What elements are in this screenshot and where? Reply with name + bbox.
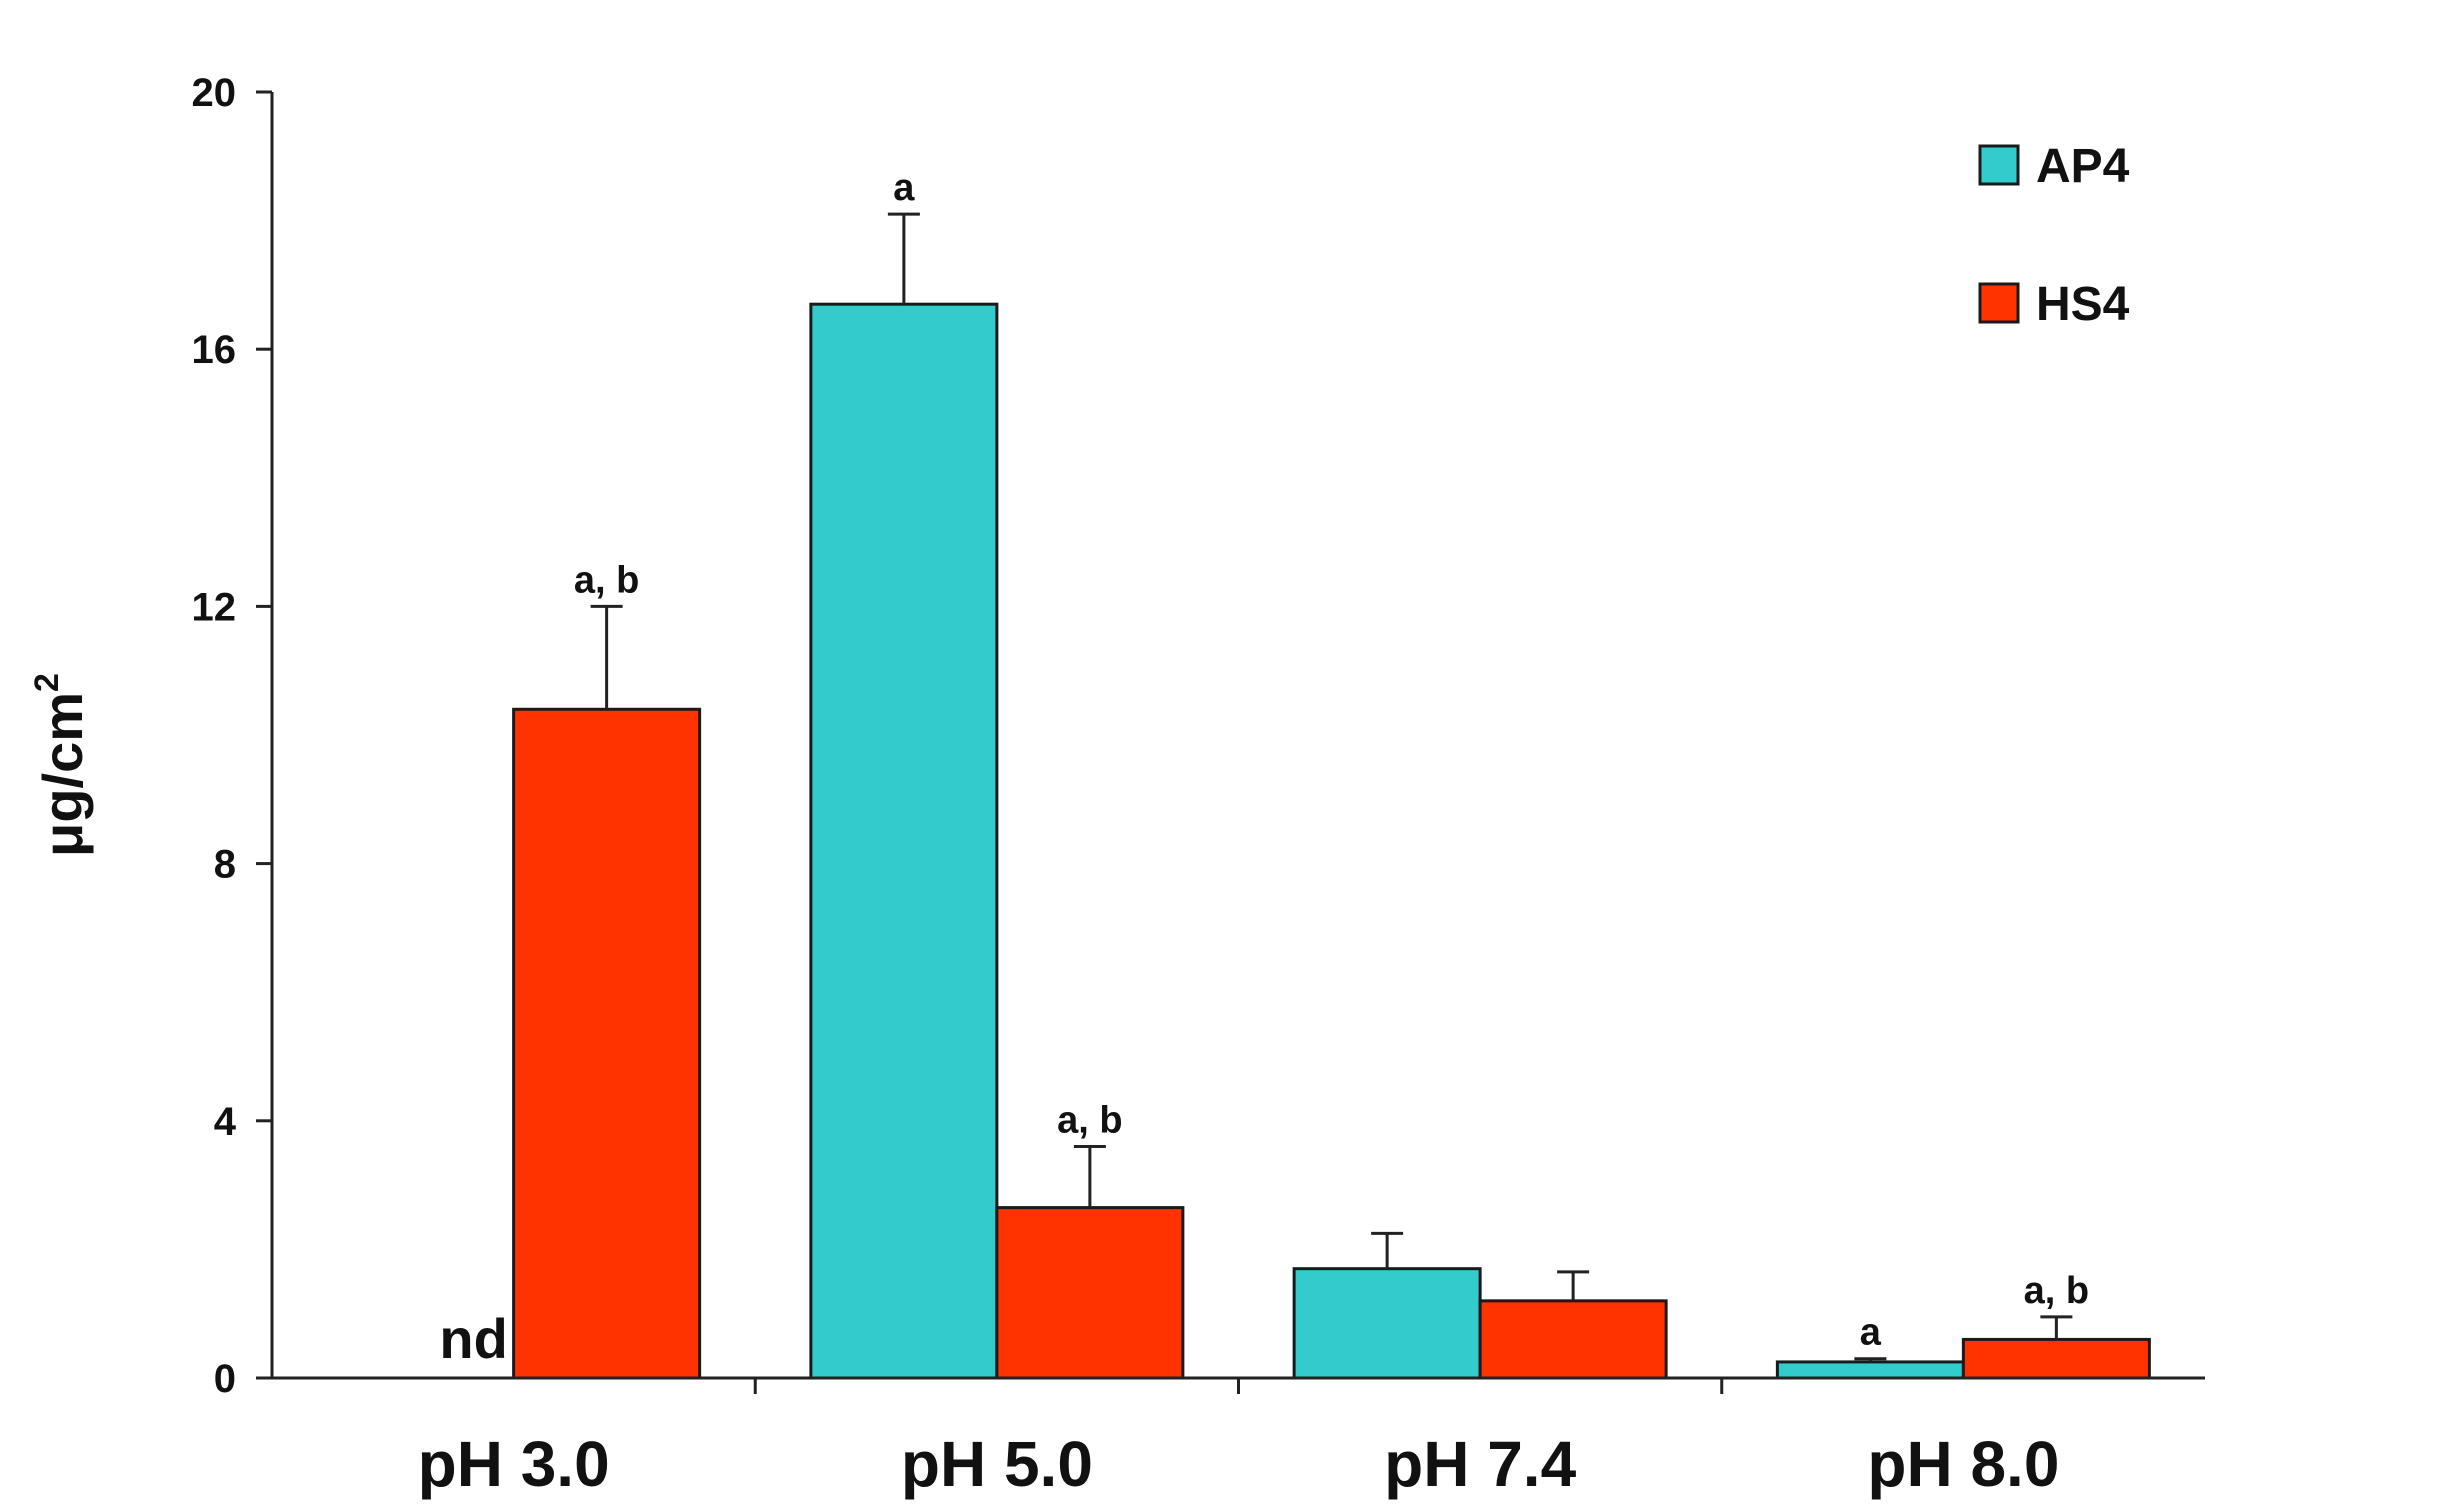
legend-swatch-hs4 [1978, 282, 2020, 324]
legend-label-ap4: AP4 [2036, 140, 2130, 193]
bar-hs4 [995, 1206, 1185, 1380]
significance-label: a, b [574, 559, 639, 601]
y-axis-title: μg/cm2 [28, 673, 94, 857]
significance-label: a [1860, 1312, 1882, 1354]
y-tick-label: 8 [214, 843, 236, 887]
significance-label: a [893, 167, 915, 209]
bar-hs4 [1478, 1299, 1668, 1380]
x-category-label: pH 5.0 [901, 1428, 1093, 1500]
bars-layer [512, 302, 2151, 1380]
y-tick-label: 16 [192, 328, 237, 372]
bar-ap4 [1292, 1267, 1482, 1380]
y-ticks: 0 4 8 12 16 20 [192, 71, 272, 1401]
significance-label: a, b [2024, 1270, 2089, 1312]
x-category-label: pH 7.4 [1384, 1428, 1576, 1500]
bar-ap4 [1775, 1360, 1965, 1380]
y-axis-title-superscript: 2 [28, 673, 66, 692]
x-category-label: pH 3.0 [418, 1428, 610, 1500]
bar-hs4 [1961, 1337, 2151, 1380]
legend-swatch-ap4 [1978, 144, 2020, 186]
annotations-layer: nd a, b a a, b a a, b [439, 167, 2089, 1370]
legend-label-hs4: HS4 [2036, 278, 2130, 331]
x-category-label: pH 8.0 [1867, 1428, 2059, 1500]
significance-label: a, b [1057, 1100, 1122, 1142]
error-bars-layer [590, 212, 2073, 1362]
x-ticks: pH 3.0 pH 5.0 pH 7.4 pH 8.0 [418, 1378, 2059, 1500]
bar-hs4 [512, 707, 702, 1380]
y-tick-label: 12 [192, 585, 237, 629]
y-tick-label: 4 [214, 1100, 237, 1144]
not-detected-label: nd [439, 1307, 507, 1370]
y-axis-title-text: μg/cm [31, 692, 94, 857]
bar-ap4 [809, 302, 999, 1380]
legend: AP4 HS4 [1978, 140, 2130, 331]
y-tick-label: 0 [214, 1357, 236, 1401]
y-tick-label: 20 [192, 71, 237, 115]
